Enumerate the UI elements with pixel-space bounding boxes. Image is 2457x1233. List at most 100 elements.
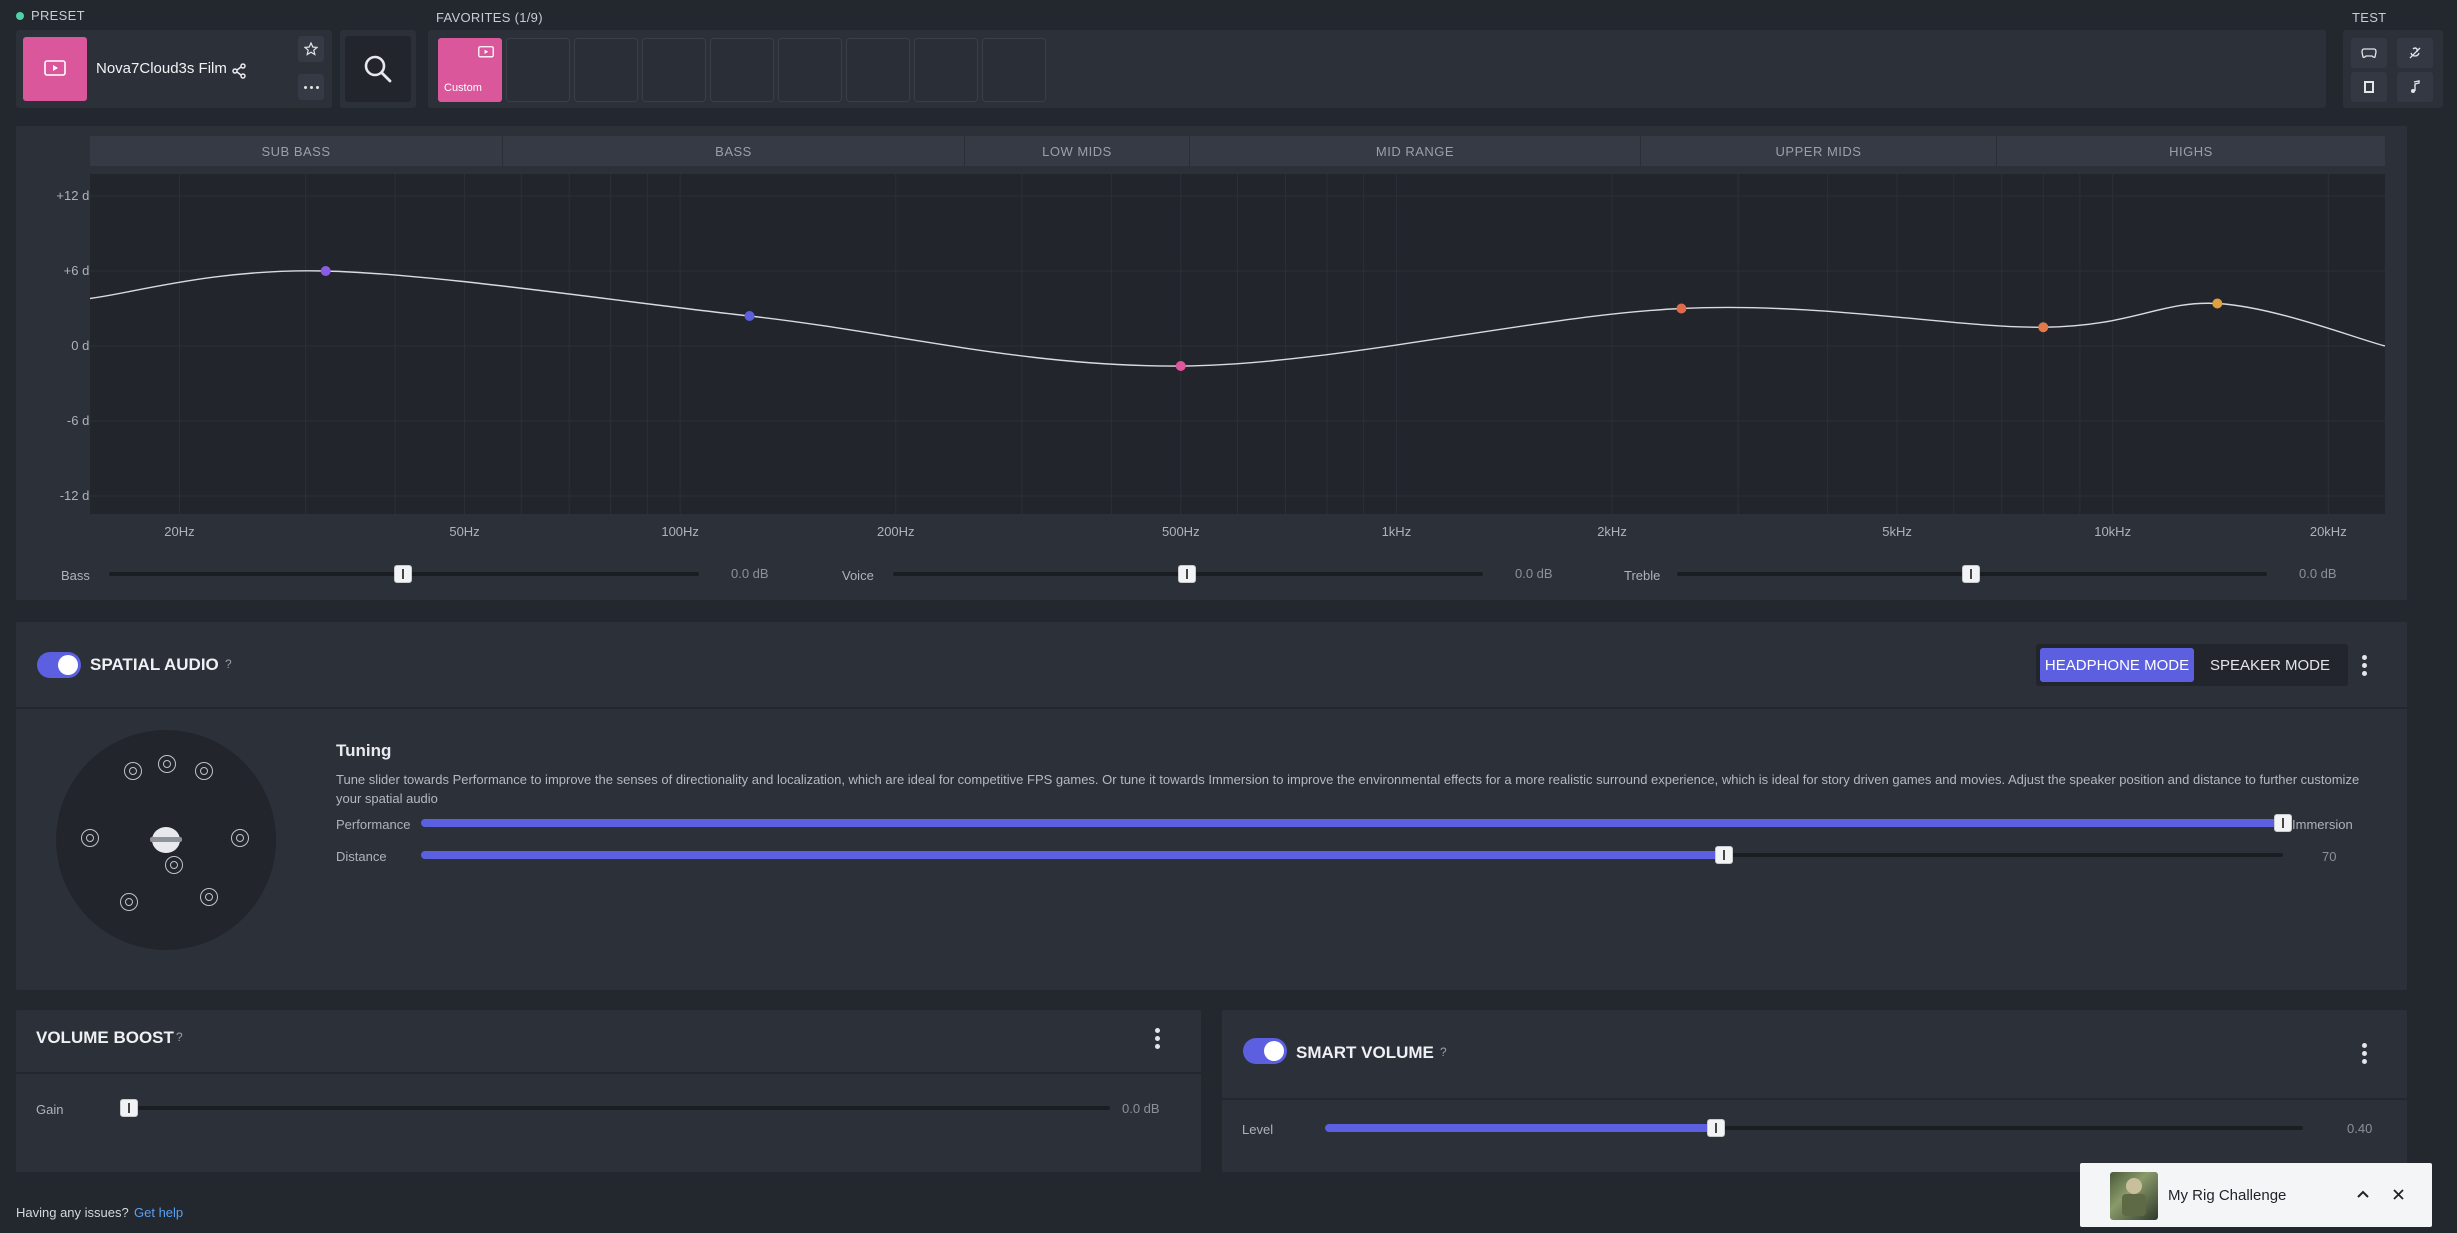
favorite-slot-empty[interactable]	[574, 38, 638, 102]
movie-icon	[44, 60, 66, 76]
treble-slider-thumb[interactable]	[1962, 565, 1980, 583]
tuning-title: Tuning	[336, 741, 392, 760]
headphone-mode-button[interactable]: HEADPHONE MODE	[2040, 648, 2194, 682]
notification-thumbnail	[2110, 1172, 2158, 1220]
tuning-slider-thumb[interactable]	[2274, 814, 2292, 832]
eq-point-handle[interactable]	[320, 266, 331, 276]
band-mid-range: MID RANGE	[1190, 136, 1641, 166]
test-movie-button[interactable]	[2351, 72, 2387, 102]
immersion-label: Immersion	[2292, 817, 2353, 832]
issues-text: Having any issues?	[16, 1205, 129, 1220]
y-tick-label: -6 dB	[66, 413, 98, 428]
search-icon	[364, 55, 392, 83]
close-icon[interactable]	[2393, 1189, 2404, 1200]
bass-slider-thumb[interactable]	[394, 565, 412, 583]
notification-title: My Rig Challenge	[2168, 1187, 2287, 1204]
test-voice-button[interactable]	[2397, 38, 2433, 68]
favorite-slot-empty[interactable]	[914, 38, 978, 102]
eq-band-header: SUB BASS BASS LOW MIDS MID RANGE UPPER M…	[90, 136, 2385, 166]
level-slider-fill	[1325, 1124, 1717, 1132]
speaker-position-pad[interactable]	[56, 730, 276, 950]
notification-card[interactable]: My Rig Challenge	[2080, 1163, 2432, 1227]
voice-slider-value: 0.0 dB	[1515, 566, 1553, 581]
test-music-button[interactable]	[2397, 72, 2433, 102]
spatial-audio-title: SPATIAL AUDIO	[90, 655, 219, 674]
band-sub-bass: SUB BASS	[90, 136, 503, 166]
level-value: 0.40	[2347, 1121, 2373, 1136]
more-dots-icon	[303, 85, 319, 89]
divider	[16, 1072, 1201, 1074]
volume-boost-menu[interactable]	[1154, 1028, 1160, 1049]
gain-value: 0.0 dB	[1122, 1101, 1160, 1116]
eq-curve	[90, 270, 2385, 367]
y-tick-label: 0 dB	[71, 338, 98, 353]
eq-graph[interactable]	[90, 174, 2385, 514]
eq-point-handle[interactable]	[2212, 298, 2223, 309]
eq-point-handle[interactable]	[1676, 303, 1687, 314]
favorite-slot-empty[interactable]	[710, 38, 774, 102]
band-upper-mids: UPPER MIDS	[1641, 136, 1997, 166]
search-button[interactable]	[340, 30, 416, 108]
favorite-slot-custom[interactable]: Custom	[438, 38, 502, 102]
volume-boost-help[interactable]: ?	[176, 1030, 183, 1044]
speaker-icon[interactable]	[200, 888, 218, 906]
speaker-icon[interactable]	[231, 829, 249, 847]
eq-panel: SUB BASS BASS LOW MIDS MID RANGE UPPER M…	[16, 126, 2407, 600]
smart-volume-toggle[interactable]	[1243, 1038, 1287, 1064]
preset-card[interactable]: Nova7Cloud3s Film	[16, 30, 332, 108]
level-slider-thumb[interactable]	[1707, 1119, 1726, 1137]
chevron-up-icon[interactable]	[2356, 1189, 2370, 1199]
voice-slider-label: Voice	[842, 568, 874, 583]
eq-point-handle[interactable]	[2038, 322, 2049, 333]
spatial-audio-panel: SPATIAL AUDIO ? HEADPHONE MODE SPEAKER M…	[16, 622, 2407, 990]
get-help-link[interactable]: Get help	[134, 1205, 184, 1220]
distance-slider-thumb[interactable]	[1715, 846, 1734, 864]
y-tick-label: +12 dB	[56, 188, 98, 203]
favorite-slot-empty[interactable]	[506, 38, 570, 102]
preset-label: PRESET	[31, 8, 85, 23]
treble-slider-value: 0.0 dB	[2299, 566, 2337, 581]
favorite-slot-empty[interactable]	[846, 38, 910, 102]
eq-point-handle[interactable]	[744, 311, 755, 321]
eq-point-handle[interactable]	[1175, 361, 1186, 371]
gain-slider-track[interactable]	[130, 1106, 1110, 1110]
x-tick-label: 10kHz	[2094, 524, 2132, 539]
music-note-icon	[2411, 80, 2420, 93]
spatial-audio-menu[interactable]	[2361, 655, 2367, 676]
x-tick-label: 1kHz	[1381, 524, 1412, 539]
level-label: Level	[1242, 1122, 1274, 1137]
speaker-icon[interactable]	[195, 762, 213, 780]
voice-slider-thumb[interactable]	[1178, 565, 1196, 583]
speaker-icon[interactable]	[120, 893, 138, 911]
favorite-slot-empty[interactable]	[778, 38, 842, 102]
spatial-audio-help[interactable]: ?	[225, 657, 232, 671]
favorite-star-button[interactable]	[298, 36, 324, 62]
speaker-icon[interactable]	[158, 755, 176, 773]
smart-volume-menu[interactable]	[2361, 1043, 2367, 1064]
speaker-mode-button[interactable]: SPEAKER MODE	[2209, 656, 2331, 674]
x-tick-label: 500Hz	[1161, 524, 1200, 539]
mic-off-icon	[2409, 47, 2421, 59]
band-low-mids: LOW MIDS	[965, 136, 1190, 166]
preset-thumbnail[interactable]	[23, 37, 87, 101]
test-game-button[interactable]	[2351, 38, 2387, 68]
x-tick-label: 2kHz	[1597, 524, 1627, 539]
favorite-slot-empty[interactable]	[982, 38, 1046, 102]
level-slider-track[interactable]	[1325, 1126, 2303, 1130]
volume-boost-panel: VOLUME BOOST ? Gain 0.0 dB	[16, 1010, 1201, 1172]
speaker-icon[interactable]	[165, 856, 183, 874]
speaker-icon[interactable]	[81, 829, 99, 847]
speaker-icon[interactable]	[124, 762, 142, 780]
share-icon[interactable]	[231, 63, 247, 79]
favorite-slot-empty[interactable]	[642, 38, 706, 102]
divider	[1222, 1098, 2407, 1100]
band-highs: HIGHS	[2169, 143, 2213, 159]
y-tick-label: +6 dB	[63, 263, 98, 278]
distance-label: Distance	[336, 849, 387, 864]
gain-slider-thumb[interactable]	[120, 1099, 138, 1117]
more-options-button[interactable]	[298, 74, 324, 100]
favorites-label: FAVORITES (1/9)	[436, 10, 543, 25]
spatial-audio-toggle[interactable]	[37, 652, 81, 678]
gain-label: Gain	[36, 1102, 64, 1117]
smart-volume-help[interactable]: ?	[1440, 1045, 1447, 1059]
